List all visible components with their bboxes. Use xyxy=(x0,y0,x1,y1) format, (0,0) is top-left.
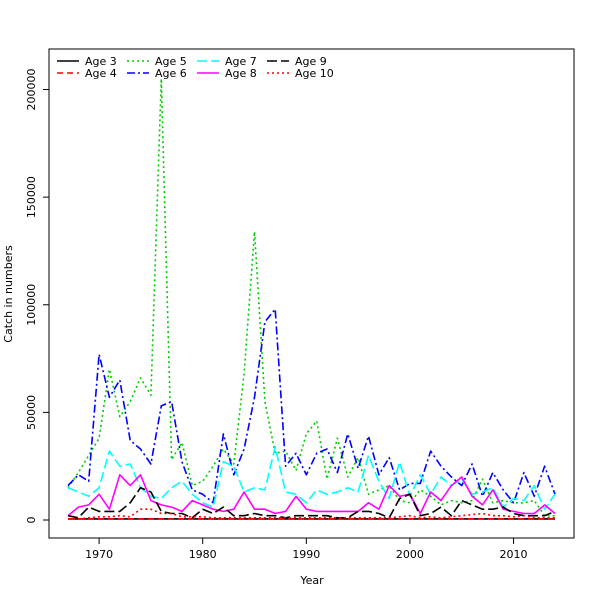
series-line-age-7 xyxy=(67,445,556,511)
y-tick-label: 200000 xyxy=(25,69,38,111)
legend-label: Age 10 xyxy=(295,67,334,80)
legend-label: Age 7 xyxy=(225,55,257,68)
y-tick-label: 150000 xyxy=(25,176,38,218)
series-layer xyxy=(67,78,556,520)
legend-label: Age 8 xyxy=(225,67,257,80)
y-tick-label: 100000 xyxy=(25,284,38,326)
legend-label: Age 5 xyxy=(155,55,187,68)
x-tick-label: 1980 xyxy=(189,548,217,561)
y-tick-label: 50000 xyxy=(25,395,38,430)
y-axis-label: Catch in numbers xyxy=(2,245,15,343)
series-line-age-10 xyxy=(68,508,555,520)
x-tick-label: 1970 xyxy=(85,548,113,561)
x-axis: 1970 1980 1990 2000 2010 xyxy=(85,538,528,561)
legend-label: Age 6 xyxy=(155,67,187,80)
y-tick-label: 0 xyxy=(25,517,38,524)
x-tick-label: 1990 xyxy=(292,548,320,561)
x-tick-label: 2000 xyxy=(396,548,424,561)
plot-frame xyxy=(48,48,575,539)
x-tick-label: 2010 xyxy=(500,548,528,561)
series-line-age-6 xyxy=(67,308,556,504)
series-line-age-9 xyxy=(67,486,556,519)
x-axis-label: Year xyxy=(299,574,324,587)
legend-label: Age 9 xyxy=(295,55,327,68)
series-line-age-8 xyxy=(67,473,556,517)
y-axis: 0 50000 100000 150000 200000 xyxy=(25,69,49,524)
legend-label: Age 4 xyxy=(85,67,117,80)
legend-label: Age 3 xyxy=(85,55,117,68)
